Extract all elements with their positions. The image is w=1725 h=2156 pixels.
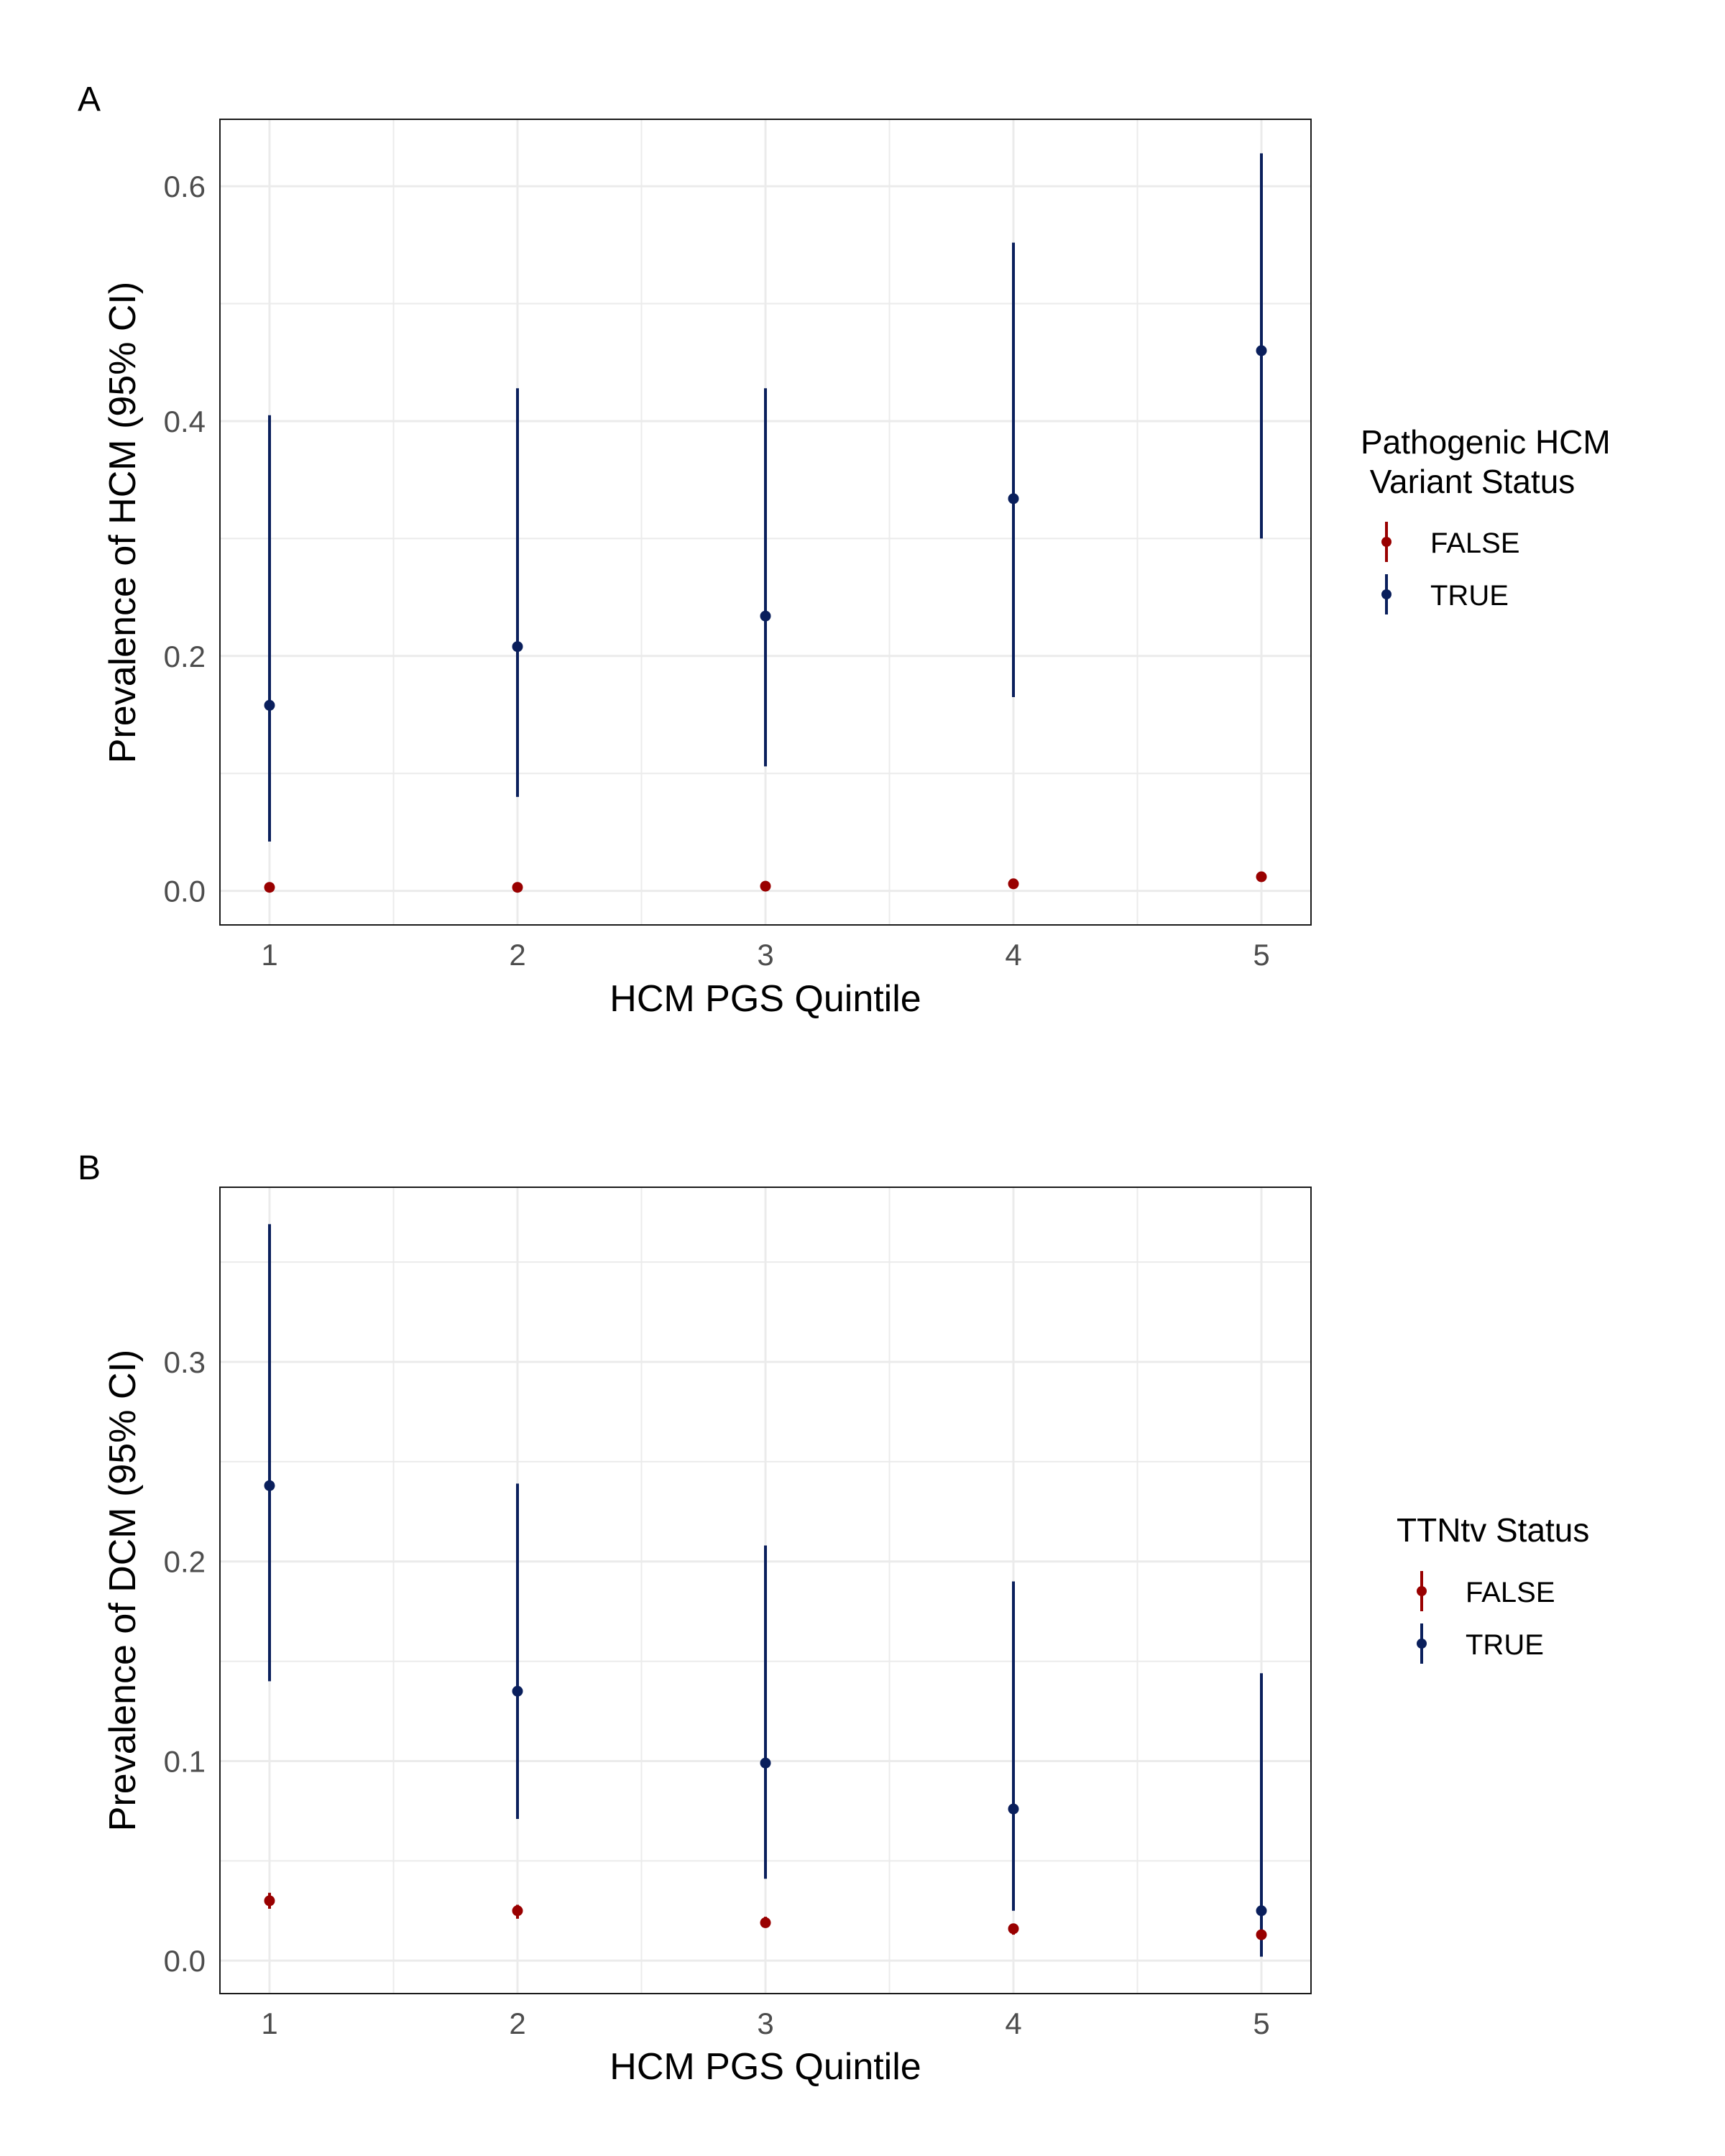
y-tick-label: 0.2 [164,640,206,673]
legend-label-true: TRUE [1430,580,1509,612]
point-false [760,880,771,892]
plot-border [219,1187,1312,1994]
y-axis-title: Prevalence of HCM (95% CI) [102,282,144,763]
point-true [1008,1803,1019,1815]
y-tick-label: 0.0 [164,875,206,908]
point-false [1256,1929,1267,1940]
x-tick-label: 3 [757,938,773,972]
legend-title: Pathogenic HCM Variant Status [1361,423,1620,500]
panel-label: B [78,1149,101,1187]
x-tick-label: 1 [261,2007,277,2040]
y-tick-label: 0.6 [164,170,206,203]
x-tick-label: 2 [509,2007,525,2040]
point-false [512,1905,523,1917]
legend-title: TTNtv Status [1397,1511,1589,1549]
legend-label-false: FALSE [1466,1577,1555,1608]
panel-b: B 0.0 0.1 0.2 0.3 1 2 3 4 5 HCM PGS Quintile Pr… [78,1149,1589,2088]
y-axis-title: Prevalence of DCM (95% CI) [102,1350,144,1831]
legend-item-true: TRUE [1381,574,1509,614]
x-tick-label: 4 [1005,2007,1021,2040]
point-true [264,699,275,711]
y-tick-label: 0.1 [164,1744,206,1778]
plot-border [219,119,1312,926]
legend-item-true: TRUE [1417,1623,1544,1664]
point-false [1256,871,1267,883]
y-tick-label: 0.0 [164,1944,206,1978]
point-false [760,1917,771,1928]
point-true [1256,345,1267,356]
y-tick-label: 0.4 [164,405,206,438]
point-false [512,882,523,893]
x-tick-label: 5 [1253,2007,1269,2040]
point-true [264,1480,275,1491]
x-tick-label: 1 [261,938,277,972]
legend-label-false: FALSE [1430,528,1520,559]
point-false [1008,878,1019,890]
point-true [760,610,771,622]
x-tick-label: 5 [1253,938,1269,972]
point-true [512,1685,523,1697]
legend: Pathogenic HCM Variant Status FALSE TRUE [1361,423,1620,614]
x-tick-label: 2 [509,938,525,972]
point-true [512,641,523,653]
panel-a: A 0.0 0.2 0.4 0.6 1 2 3 4 5 HCM PGS Quintile Pr… [78,80,1620,1020]
y-tick-label: 0.3 [164,1345,206,1379]
point-true [1008,493,1019,505]
x-axis-title: HCM PGS Quintile [610,2046,921,2088]
point-true [760,1757,771,1769]
panel-label: A [78,80,101,119]
point-false [1008,1923,1019,1935]
legend-label-true: TRUE [1466,1629,1544,1661]
legend-item-false: FALSE [1381,522,1520,562]
legend-item-false: FALSE [1417,1571,1555,1611]
point-true [1256,1905,1267,1917]
x-tick-label: 3 [757,2007,773,2040]
x-axis-title: HCM PGS Quintile [610,978,921,1020]
legend: TTNtv Status FALSE TRUE [1397,1511,1589,1664]
point-false [264,882,275,893]
point-false [264,1895,275,1907]
x-tick-label: 4 [1005,938,1021,972]
y-tick-label: 0.2 [164,1545,206,1579]
